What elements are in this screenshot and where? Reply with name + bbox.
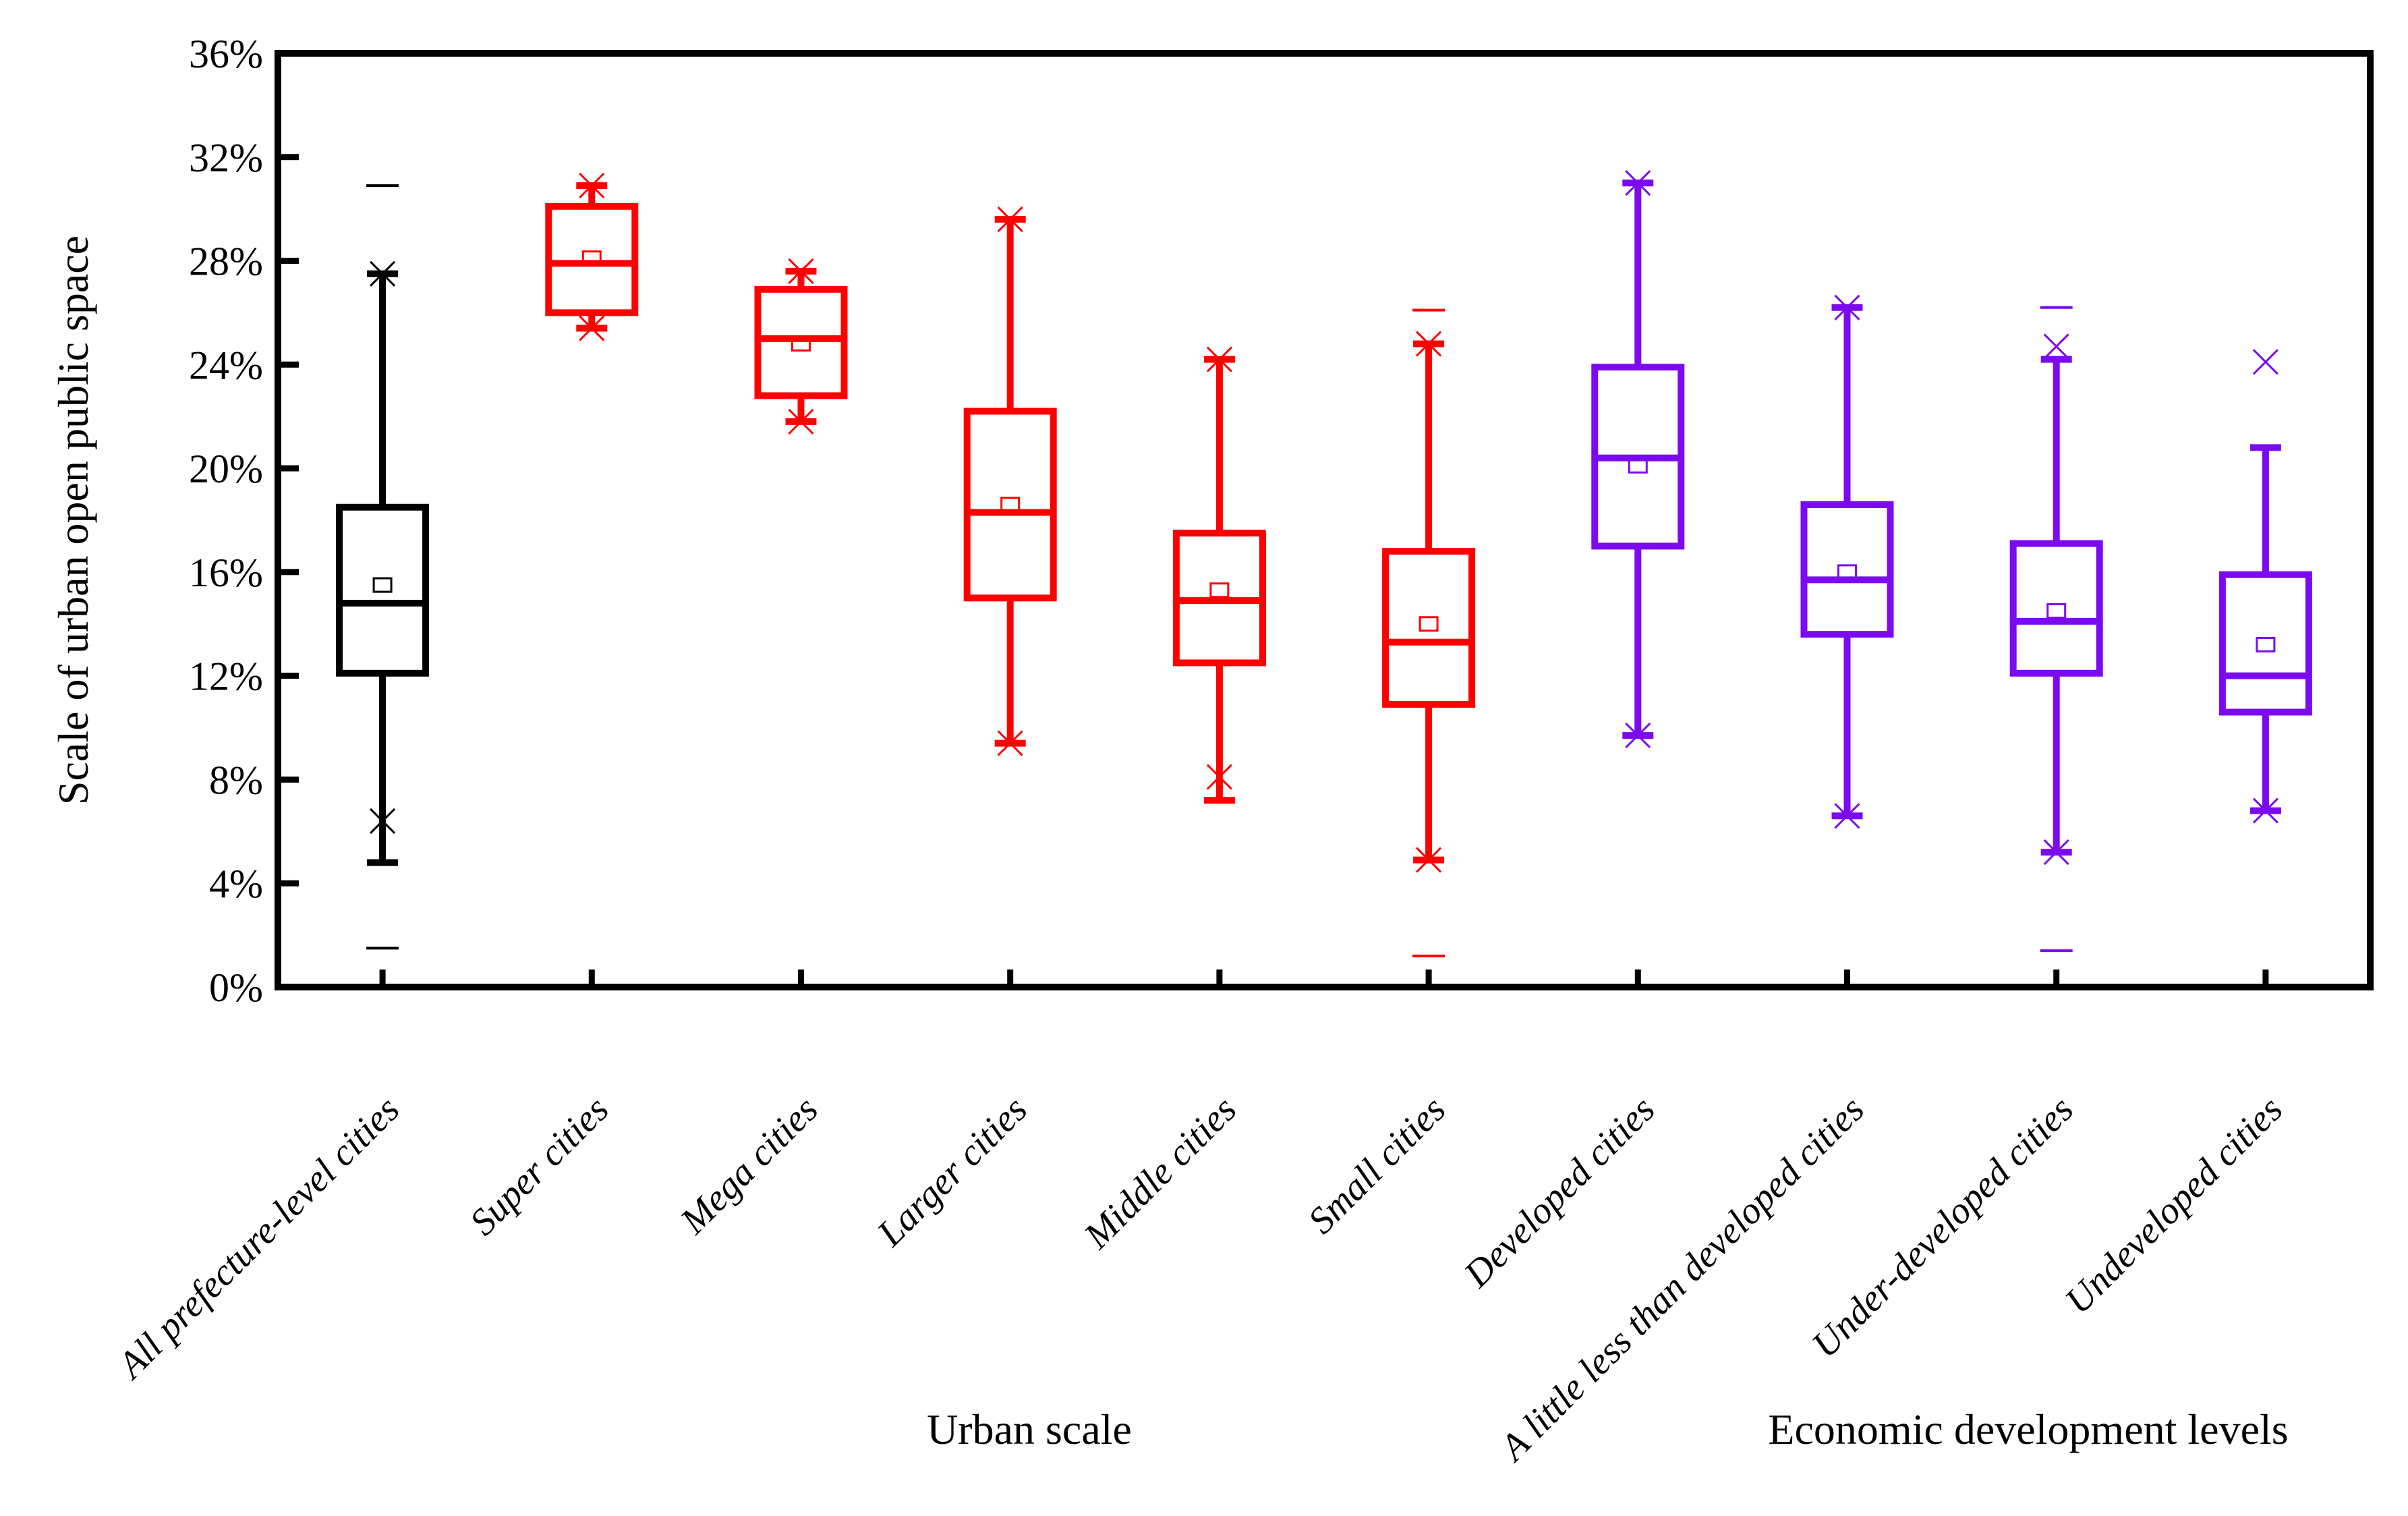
box-group-developed-cities: Developed cities [1456, 170, 1685, 1296]
pct99-x-marker [2252, 349, 2278, 375]
box-group-undeveloped-cities: Undeveloped cities [2057, 349, 2312, 1322]
category-label-undeveloped-cities: Undeveloped cities [2057, 1088, 2291, 1322]
pct1-x-marker [1416, 847, 1442, 873]
pct1-x-marker [1625, 723, 1651, 749]
category-label-small-cities: Small cities [1300, 1088, 1454, 1242]
box-group-middle-cities: Middle cities [1076, 346, 1266, 1258]
iqr-box [545, 202, 639, 316]
y-tick-label: 8% [209, 758, 263, 802]
box-group-super-cities: Super cities [462, 173, 639, 1243]
mean-marker [1000, 497, 1021, 513]
pct1-x-marker [997, 730, 1023, 756]
category-label-developed-cities: Developed cities [1456, 1088, 1663, 1295]
y-tick-label: 16% [189, 551, 263, 595]
pct1-x-marker [788, 408, 814, 434]
pct1-x-marker [1834, 803, 1860, 829]
mean-marker [372, 577, 393, 593]
mean-marker [581, 250, 602, 266]
category-label-all-prefecture-level-cities: All prefecture-level cities [108, 1088, 407, 1388]
box-group-small-cities: Small cities [1300, 308, 1476, 1242]
box-group-all-prefecture-level-cities: All prefecture-level cities [108, 184, 430, 1388]
pct99-x-marker [579, 173, 605, 199]
pct99-x-marker [1206, 346, 1232, 372]
y-tick-label: 0% [209, 965, 263, 1010]
mean-marker [1209, 582, 1230, 598]
iqr-box [1382, 548, 1476, 708]
pct99-x-marker [788, 258, 814, 284]
iqr-box [2009, 540, 2103, 677]
y-tick-label: 28% [189, 240, 263, 284]
pct99-x-marker [1625, 170, 1651, 196]
pct1-x-marker [2252, 797, 2278, 824]
pct1-x-marker [2043, 839, 2069, 866]
mean-marker [1837, 564, 1857, 580]
pct1-x-marker [370, 808, 396, 835]
pct99-x-marker [1834, 294, 1860, 320]
y-tick-label: 12% [189, 654, 263, 699]
iqr-box [1800, 501, 1894, 638]
category-label-larger-cities: Larger cities [869, 1088, 1035, 1255]
pct99-x-marker [997, 206, 1023, 233]
mean-marker [1628, 457, 1648, 474]
plot-area: 0% 4% 8% 12% 16% 20% 24% 28% 32% 36% All prefectur… [108, 32, 2374, 1470]
box-group-mega-cities: Mega cities [672, 258, 848, 1243]
iqr-box [2218, 571, 2312, 716]
y-tick-label: 36% [189, 32, 263, 76]
category-label-mega-cities: Mega cities [672, 1088, 826, 1242]
iqr-box [336, 503, 430, 677]
iqr-box [754, 285, 848, 399]
mean-marker [791, 336, 811, 352]
group-label-economic-development-levels: Economic development levels [1768, 1405, 2288, 1453]
pct1-x-marker [1206, 764, 1232, 790]
iqr-box [963, 408, 1057, 602]
category-label-middle-cities: Middle cities [1076, 1088, 1244, 1257]
y-tick-label: 32% [189, 136, 263, 180]
y-tick-label: 20% [189, 447, 263, 491]
y-tick-label: 4% [209, 862, 263, 906]
pct99-x-marker [1416, 331, 1442, 357]
pct1-x-marker [579, 315, 605, 341]
plot-frame [275, 50, 2374, 990]
box-group-a-little-less-than-developed-cities: A little less than developed cities [1491, 294, 1894, 1470]
pct99-x-marker [370, 260, 396, 287]
pct99-x-marker [2043, 333, 2069, 360]
y-tick-label: 24% [189, 343, 263, 387]
y-axis-title: Scale of urban open public space [49, 235, 97, 805]
category-label-super-cities: Super cities [462, 1088, 617, 1243]
mean-marker [2046, 603, 2067, 619]
group-label-urban-scale: Urban scale [927, 1405, 1132, 1453]
box-group-larger-cities: Larger cities [869, 206, 1057, 1255]
mean-marker [1418, 616, 1439, 632]
mean-marker [2256, 637, 2276, 653]
